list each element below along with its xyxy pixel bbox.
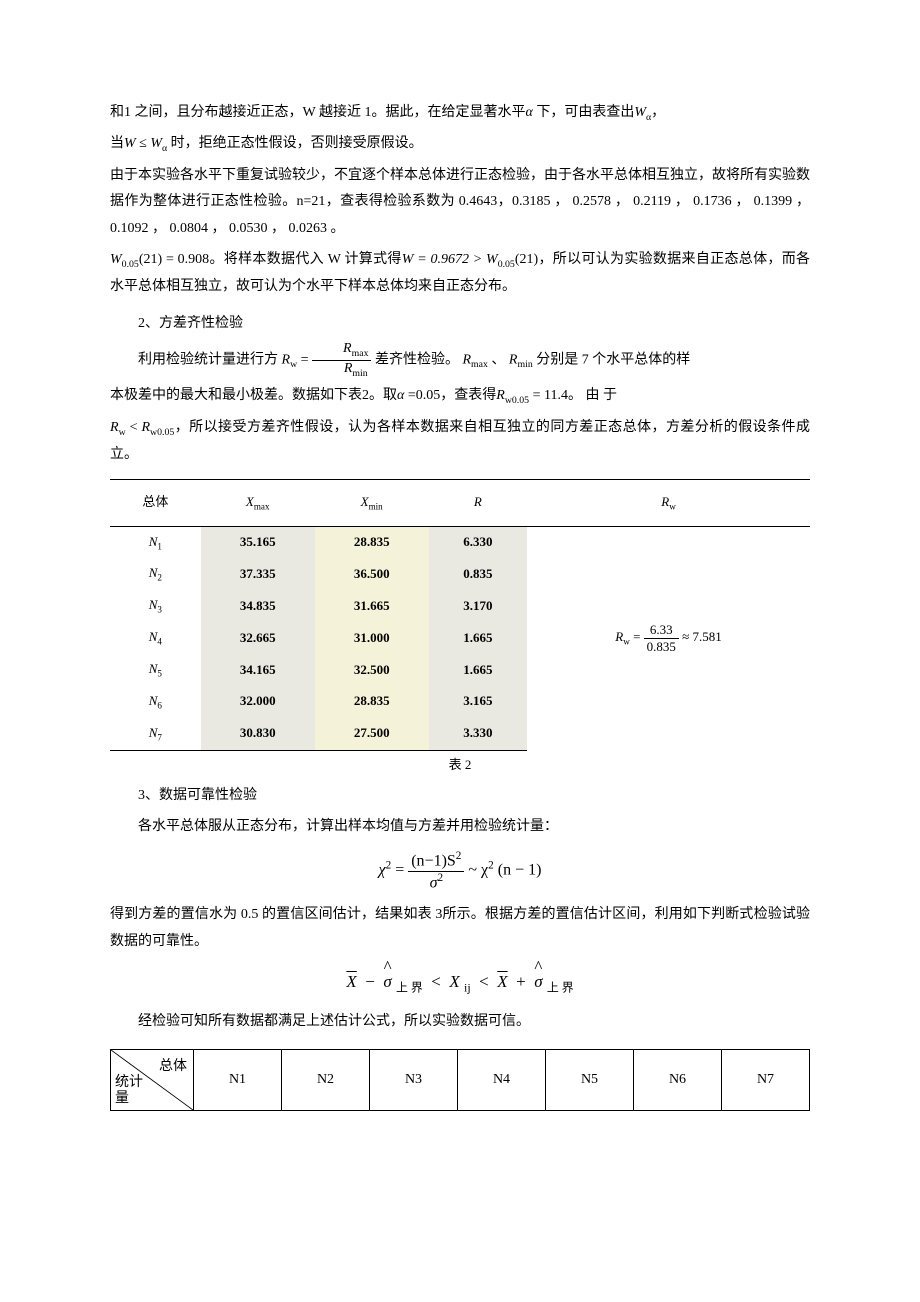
t3-col-3: N4 bbox=[458, 1050, 546, 1111]
t3-col-6: N7 bbox=[722, 1050, 810, 1111]
section-2-title: 2、方差齐性检验 bbox=[110, 311, 810, 338]
paragraph-1: 和1 之间，且分布越接近正态，W 越接近 1。据此，在给定显著水平α 下，可由表… bbox=[110, 100, 810, 127]
th-xmax: Xmax bbox=[201, 479, 315, 526]
paragraph-10: 经检验可知所有数据都满足上述估计公式，所以实验数据可信。 bbox=[110, 1009, 810, 1036]
paragraph-2: 当W ≤ Wα 时，拒绝正态性假设，否则接受原假设。 bbox=[110, 131, 810, 158]
th-xmin: Xmin bbox=[315, 479, 429, 526]
t3-col-0: N1 bbox=[194, 1050, 282, 1111]
t3-col-1: N2 bbox=[282, 1050, 370, 1111]
paragraph-3: 由于本实验各水平下重复试验较少，不宜逐个样本总体进行正态检验，由于各水平总体相互… bbox=[110, 163, 810, 243]
paragraph-9: 得到方差的置信水为 0.5 的置信区间估计，结果如表 3所示。根据方差的置信估计… bbox=[110, 902, 810, 955]
t3-col-4: N5 bbox=[546, 1050, 634, 1111]
section-3-title: 3、数据可靠性检验 bbox=[110, 783, 810, 810]
table-2-caption: 表 2 bbox=[110, 753, 810, 778]
paragraph-4: W0.05(21) = 0.908。将样本数据代入 W 计算式得W = 0.96… bbox=[110, 247, 810, 301]
t3-col-2: N3 bbox=[370, 1050, 458, 1111]
th-r: R bbox=[429, 479, 527, 526]
formula-inequality: X − σ 上 界 < X ij < X + σ 上 界 bbox=[110, 966, 810, 999]
th-rw: Rw bbox=[527, 479, 810, 526]
th-population: 总体 bbox=[110, 479, 201, 526]
paragraph-8: 各水平总体服从正态分布，计算出样本均值与方差并用检验统计量： bbox=[110, 814, 810, 841]
rw-cell: Rw = 6.330.835 ≈ 7.581 bbox=[527, 526, 810, 750]
paragraph-7: Rw < Rw0.05，所以接受方差齐性假设，认为各样本数据来自相互独立的同方差… bbox=[110, 415, 810, 469]
table-3-corner: 总体 统计量 bbox=[111, 1050, 194, 1111]
formula-chi-square: χ2 = (n−1)S2σ2 ~ χ2 (n − 1) bbox=[110, 850, 810, 892]
t3-col-5: N6 bbox=[634, 1050, 722, 1111]
table-2: 总体 Xmax Xmin R Rw N135.16528.8356.330Rw … bbox=[110, 479, 810, 751]
table-row: N135.16528.8356.330Rw = 6.330.835 ≈ 7.58… bbox=[110, 526, 810, 558]
table-3: 总体 统计量 N1 N2 N3 N4 N5 N6 N7 bbox=[110, 1049, 810, 1111]
paragraph-6: 本极差中的最大和最小极差。数据如下表2。取α =0.05，查表得Rw0.05 =… bbox=[110, 383, 810, 410]
paragraph-5: 利用检验统计量进行方 Rw = RmaxRmin 差齐性检验。 Rmax 、 R… bbox=[110, 341, 810, 379]
